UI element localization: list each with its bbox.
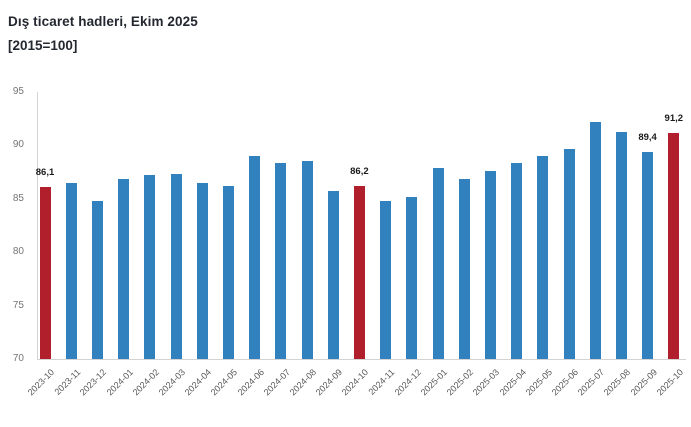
bar-2024-11[interactable]: [380, 200, 392, 359]
bar-2024-03[interactable]: [170, 174, 182, 359]
y-axis-label: 90: [12, 139, 24, 151]
bar-2025-04[interactable]: [511, 162, 523, 359]
x-axis-label: 2024-07: [261, 367, 292, 398]
x-axis-label: 2024-01: [104, 367, 135, 398]
bar-2023-11[interactable]: [65, 182, 77, 359]
x-axis-label: 2024-05: [209, 367, 240, 398]
x-axis-label: 2024-06: [235, 367, 266, 398]
value-label: 86,2: [350, 165, 369, 177]
bar-2025-03[interactable]: [484, 171, 496, 359]
plot-area: 86,1 86,2 89,4 91,2: [35, 92, 686, 360]
x-axis-label: 2024-10: [340, 367, 371, 398]
bar-2024-12[interactable]: [406, 196, 418, 359]
x-axis-label: 2024-12: [392, 367, 423, 398]
x-axis-label: 2025-04: [497, 367, 528, 398]
x-axis-label: 2024-02: [130, 367, 161, 398]
y-axis-label: 95: [12, 86, 24, 97]
chart-subtitle: [2015=100]: [8, 38, 78, 53]
bar-2024-01[interactable]: [118, 178, 130, 359]
x-axis-label: 2024-04: [182, 367, 214, 398]
bar-2023-12[interactable]: [91, 200, 103, 359]
y-axis-label: 75: [12, 299, 24, 311]
bar-2025-05[interactable]: [537, 156, 549, 359]
x-axis-label: 2025-10: [654, 367, 685, 398]
x-axis-label: 2023-11: [52, 367, 83, 397]
bar-2025-01[interactable]: [432, 167, 444, 359]
x-axis: 2023-10 2023-11 2023-12 2024-01 2024-02 2024-…: [26, 360, 685, 427]
bar-2025-06[interactable]: [563, 148, 575, 359]
y-axis-label: 85: [12, 192, 24, 204]
value-label: 91,2: [664, 112, 684, 124]
bar-2025-07[interactable]: [589, 121, 601, 359]
x-axis-label: 2023-10: [25, 367, 57, 398]
x-axis-label: 2025-06: [549, 367, 581, 398]
y-axis: 70 75 80 85 90 95: [0, 86, 30, 364]
bar-2024-10[interactable]: [353, 185, 365, 359]
bar-2023-10[interactable]: [39, 187, 51, 359]
x-axis-label: 2024-03: [156, 367, 188, 398]
value-label: 86,1: [35, 167, 55, 179]
x-axis-label: 2024-09: [313, 367, 345, 398]
bar-2024-06[interactable]: [249, 156, 261, 359]
bar-2024-09[interactable]: [327, 191, 339, 359]
x-axis-label: 2023-12: [78, 367, 109, 398]
value-label: 89,4: [638, 131, 657, 143]
bar-2025-10[interactable]: [668, 132, 680, 359]
bar-2024-05[interactable]: [222, 185, 234, 359]
x-axis-label: 2024-08: [287, 367, 319, 398]
x-axis-label: 2024-11: [366, 367, 397, 397]
bar-2024-08[interactable]: [301, 161, 313, 359]
x-axis-label: 2025-02: [444, 367, 476, 398]
bar-2025-08[interactable]: [615, 131, 627, 359]
bar-2025-09[interactable]: [642, 151, 654, 359]
x-axis-label: 2025-01: [418, 367, 450, 398]
x-axis-label: 2025-03: [471, 367, 502, 398]
bar-2024-07[interactable]: [275, 162, 287, 359]
bar-2024-04[interactable]: [196, 182, 208, 359]
x-axis-label: 2025-08: [602, 367, 633, 398]
x-axis-label: 2025-07: [575, 367, 607, 398]
chart-title: Dış ticaret hadleri, Ekim 2025: [8, 14, 198, 29]
y-axis-label: 70: [12, 353, 24, 364]
y-axis-label: 80: [12, 246, 24, 258]
bar-2025-02[interactable]: [458, 178, 470, 359]
x-axis-label: 2025-05: [523, 367, 554, 398]
x-axis-label: 2025-09: [628, 367, 659, 398]
bar-2024-02[interactable]: [144, 175, 156, 359]
